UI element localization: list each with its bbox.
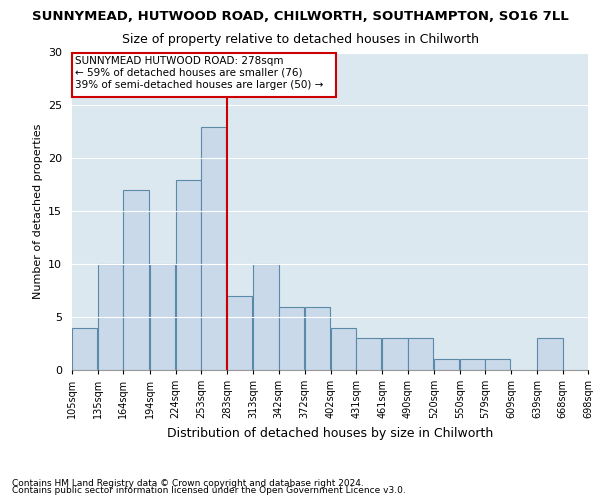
Bar <box>382 338 407 370</box>
Text: Size of property relative to detached houses in Chilworth: Size of property relative to detached ho… <box>121 32 479 46</box>
Bar <box>98 264 124 370</box>
Bar <box>538 338 563 370</box>
Bar <box>434 360 459 370</box>
Bar <box>356 338 382 370</box>
Bar <box>72 328 97 370</box>
Text: Contains HM Land Registry data © Crown copyright and database right 2024.: Contains HM Land Registry data © Crown c… <box>12 478 364 488</box>
Bar <box>278 306 304 370</box>
X-axis label: Distribution of detached houses by size in Chilworth: Distribution of detached houses by size … <box>167 426 493 440</box>
Bar <box>253 264 278 370</box>
Bar <box>227 296 253 370</box>
Bar <box>176 180 201 370</box>
Y-axis label: Number of detached properties: Number of detached properties <box>32 124 43 299</box>
Text: ← 59% of detached houses are smaller (76): ← 59% of detached houses are smaller (76… <box>76 68 303 78</box>
FancyBboxPatch shape <box>72 52 336 97</box>
Bar <box>460 360 485 370</box>
Bar <box>331 328 356 370</box>
Bar <box>407 338 433 370</box>
Bar <box>149 264 175 370</box>
Bar <box>305 306 330 370</box>
Bar <box>485 360 511 370</box>
Bar <box>201 126 226 370</box>
Text: Contains public sector information licensed under the Open Government Licence v3: Contains public sector information licen… <box>12 486 406 495</box>
Text: 39% of semi-detached houses are larger (50) →: 39% of semi-detached houses are larger (… <box>76 80 324 90</box>
Text: SUNNYMEAD HUTWOOD ROAD: 278sqm: SUNNYMEAD HUTWOOD ROAD: 278sqm <box>76 56 284 66</box>
Bar <box>124 190 149 370</box>
Text: SUNNYMEAD, HUTWOOD ROAD, CHILWORTH, SOUTHAMPTON, SO16 7LL: SUNNYMEAD, HUTWOOD ROAD, CHILWORTH, SOUT… <box>32 10 568 23</box>
